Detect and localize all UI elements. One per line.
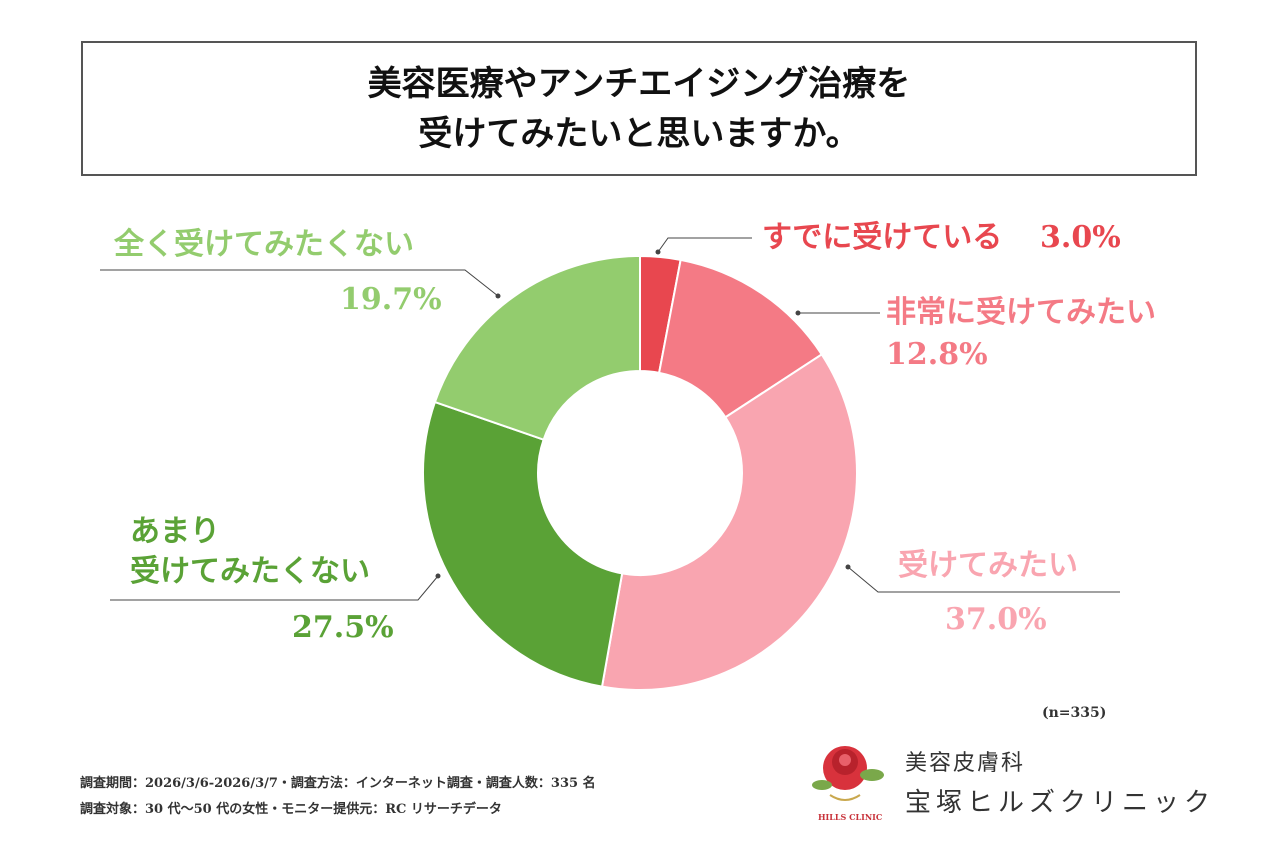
logo-text: 美容皮膚科 bbox=[905, 751, 1026, 776]
leader-line bbox=[100, 269, 499, 297]
value-label: 12.8% bbox=[886, 337, 988, 372]
logo-icon bbox=[812, 746, 884, 801]
leader-line bbox=[110, 575, 439, 601]
value-label: 37.0% bbox=[945, 602, 1047, 637]
value-label: 19.7% bbox=[340, 282, 442, 317]
sample-size: (n=335) bbox=[1042, 705, 1107, 721]
leader-dot bbox=[495, 293, 501, 299]
value-label: 27.5% bbox=[292, 610, 394, 645]
category-label: 受けてみたい bbox=[898, 548, 1078, 583]
category-label: あまり 受けてみたくない bbox=[130, 514, 370, 589]
donut-segment bbox=[600, 353, 858, 691]
chart-title: 美容医療やアンチエイジング治療を 受けてみたいと思いますか。 bbox=[81, 41, 1197, 176]
category-label: 非常に受けてみたい bbox=[886, 295, 1156, 330]
leader-dot bbox=[795, 310, 801, 316]
category-label: すでに受けている bbox=[762, 220, 1003, 255]
logo-text: 宝塚ヒルズクリニック bbox=[905, 788, 1216, 818]
donut-segment bbox=[422, 400, 624, 688]
leader-dot bbox=[845, 564, 851, 570]
donut-segment bbox=[657, 258, 824, 419]
footnote: 調査期間：2026/3/6-2026/3/7・調査方法：インターネット調査・調査… bbox=[80, 776, 596, 791]
leader-dot bbox=[435, 573, 441, 579]
leader-dot bbox=[655, 249, 661, 255]
leader-line bbox=[657, 237, 752, 253]
leader-line bbox=[847, 566, 1120, 593]
footnote: 調査対象：30 代〜50 代の女性・モニター提供元：RC リサーチデータ bbox=[80, 802, 502, 817]
value-label: 3.0% bbox=[1040, 220, 1121, 255]
donut-segment bbox=[433, 254, 641, 441]
logo-text: HILLS CLINIC bbox=[818, 812, 883, 822]
category-label: 全く受けてみたくない bbox=[114, 227, 414, 262]
